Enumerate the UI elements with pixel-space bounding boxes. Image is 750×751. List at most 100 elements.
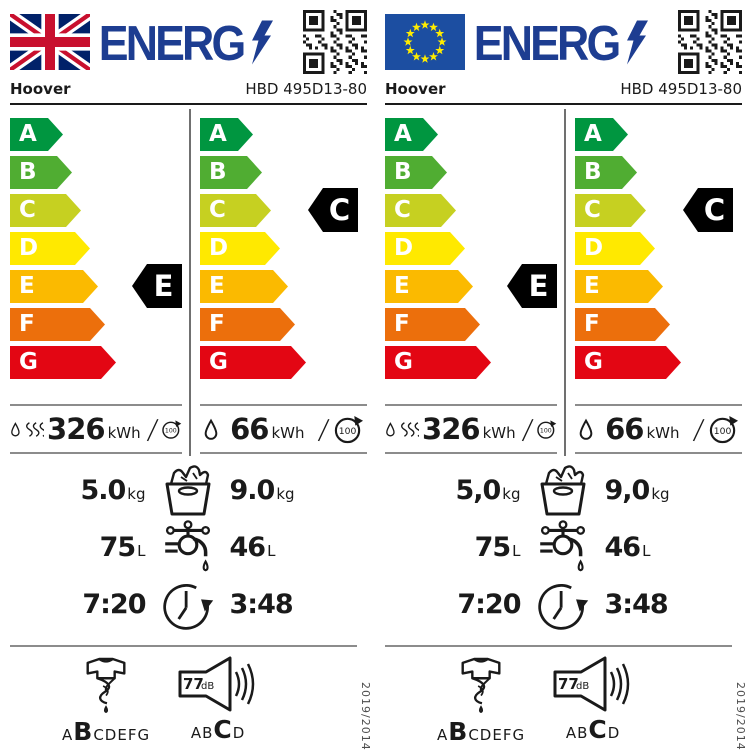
- eu-star-icon: [405, 45, 415, 55]
- bottom-row: A B CDEFG 77 dB AB C D: [0, 655, 375, 746]
- class-arrow-d: D: [575, 232, 655, 265]
- capacity-row: 5,0 kg 9,0 kg: [375, 462, 750, 519]
- class-arrow-c: C: [385, 194, 456, 227]
- class-letter: D: [19, 235, 39, 261]
- class-letter: G: [209, 349, 228, 375]
- class-arrow-a: A: [200, 118, 253, 151]
- class-arrow-g: G: [10, 346, 116, 379]
- energy-wash-dry-cell: 326 kWh / 100: [385, 404, 557, 454]
- class-letter: B: [209, 159, 227, 185]
- svg-text:77: 77: [183, 675, 204, 693]
- eu-star-icon: [403, 37, 413, 46]
- duration-row: 7:20 3:48: [0, 576, 375, 633]
- class-letter: A: [584, 121, 602, 147]
- energy-value: 326: [422, 412, 481, 446]
- class-arrow-f: F: [200, 308, 295, 341]
- energy-unit: kWh: [271, 423, 305, 442]
- energy-unit: kWh: [646, 423, 680, 442]
- class-arrow-d: D: [200, 232, 280, 265]
- class-letter: F: [209, 311, 225, 337]
- spin-grades-after: CDEFG: [93, 726, 151, 744]
- class-letter: G: [19, 349, 38, 375]
- energy-wash-cell: 66 kWh / 100: [575, 404, 742, 454]
- class-arrow-b: B: [575, 156, 637, 189]
- per-symbol: /: [692, 412, 707, 446]
- noise-grades-after: D: [232, 724, 246, 742]
- spin-efficiency-group: A B CDEFG: [437, 655, 525, 746]
- water-drop-icon: [204, 418, 218, 440]
- brand-name: Hoover: [385, 80, 446, 98]
- spin-grades-after: CDEFG: [468, 726, 526, 744]
- class-arrow-e: E: [200, 270, 288, 303]
- water-unit: L: [512, 542, 521, 560]
- noise-group: 77 dB AB C D: [551, 655, 635, 746]
- class-arrow-g: G: [575, 346, 681, 379]
- energ-logo-text: ENERG: [98, 14, 246, 70]
- capacity-unit: kg: [651, 485, 670, 503]
- capacity-wash-value: 9.0: [229, 475, 276, 506]
- water-unit: L: [642, 542, 651, 560]
- water-tap-icon: [539, 519, 585, 571]
- class-letter: C: [19, 197, 36, 223]
- duration-clock-icon: [537, 583, 588, 630]
- energ-logo: ENERG: [95, 14, 274, 70]
- class-letter: G: [394, 349, 413, 375]
- noise-group: 77 dB AB C D: [176, 655, 260, 746]
- class-arrow-b: B: [385, 156, 447, 189]
- uk-flag: [10, 14, 90, 70]
- energy-wash-dry-cell: 326 kWh / 100: [10, 404, 182, 454]
- model-number: HBD 495D13-80: [245, 80, 367, 98]
- noise-grade-selected: C: [213, 715, 233, 744]
- noise-grades: AB C D: [566, 715, 620, 744]
- capacity-wash-dry-value: 5,0: [455, 475, 501, 506]
- rating-badge: C: [308, 188, 358, 232]
- spin-efficiency-group: A B CDEFG: [62, 655, 150, 746]
- class-arrow-f: F: [10, 308, 105, 341]
- duration-wash-value: 3:48: [229, 589, 294, 620]
- water-drop-icon: [11, 421, 20, 436]
- regulation-number: 2019/2014: [734, 682, 747, 751]
- class-arrow-e: E: [385, 270, 473, 303]
- heat-waves-icon: [25, 421, 45, 437]
- capacity-wash-dry-value: 5.0: [80, 475, 126, 506]
- noise-speaker-icon: 77 dB: [178, 656, 255, 712]
- per-symbol: /: [317, 412, 332, 446]
- class-letter: C: [584, 197, 601, 223]
- eu-star-icon: [435, 28, 445, 38]
- eu-star-icon: [429, 22, 438, 32]
- class-letter: E: [19, 273, 35, 299]
- column-divider: [564, 109, 566, 456]
- class-letter: C: [209, 197, 226, 223]
- eu-star-icon: [429, 52, 438, 61]
- energy-consumption-row: 326 kWh / 100 66 kWh / 100: [385, 404, 742, 454]
- bottom-separator: [385, 645, 732, 647]
- spin-grade-selected: B: [448, 717, 469, 746]
- class-letter: F: [394, 311, 410, 337]
- spin-efficiency-icon: [461, 657, 501, 713]
- spin-grades-before: A: [437, 726, 449, 744]
- label-header: ENERG: [385, 10, 742, 74]
- brand-row: Hoover HBD 495D13-80: [385, 80, 742, 105]
- water-drop-icon: [386, 421, 395, 436]
- per-100-cycles-icon: 100: [162, 419, 182, 439]
- class-letter: F: [584, 311, 600, 337]
- model-number: HBD 495D13-80: [620, 80, 742, 98]
- noise-grades-before: AB: [565, 724, 589, 742]
- noise-grades-before: AB: [190, 724, 214, 742]
- eu-star-icon: [405, 28, 415, 38]
- water-tap-icon: [164, 519, 210, 571]
- spin-efficiency-icon: [86, 657, 126, 713]
- class-letter: D: [394, 235, 414, 261]
- svg-text:dB: dB: [201, 681, 214, 692]
- per-symbol: /: [145, 412, 160, 446]
- rating-badge: E: [132, 264, 182, 308]
- svg-text:dB: dB: [576, 681, 589, 692]
- per-100-cycles-icon: 100: [334, 415, 363, 443]
- noise-speaker-icon: 77 dB: [553, 656, 630, 712]
- class-letter: E: [584, 273, 600, 299]
- class-letter: A: [209, 121, 227, 147]
- class-arrow-b: B: [10, 156, 72, 189]
- water-unit: L: [137, 542, 146, 560]
